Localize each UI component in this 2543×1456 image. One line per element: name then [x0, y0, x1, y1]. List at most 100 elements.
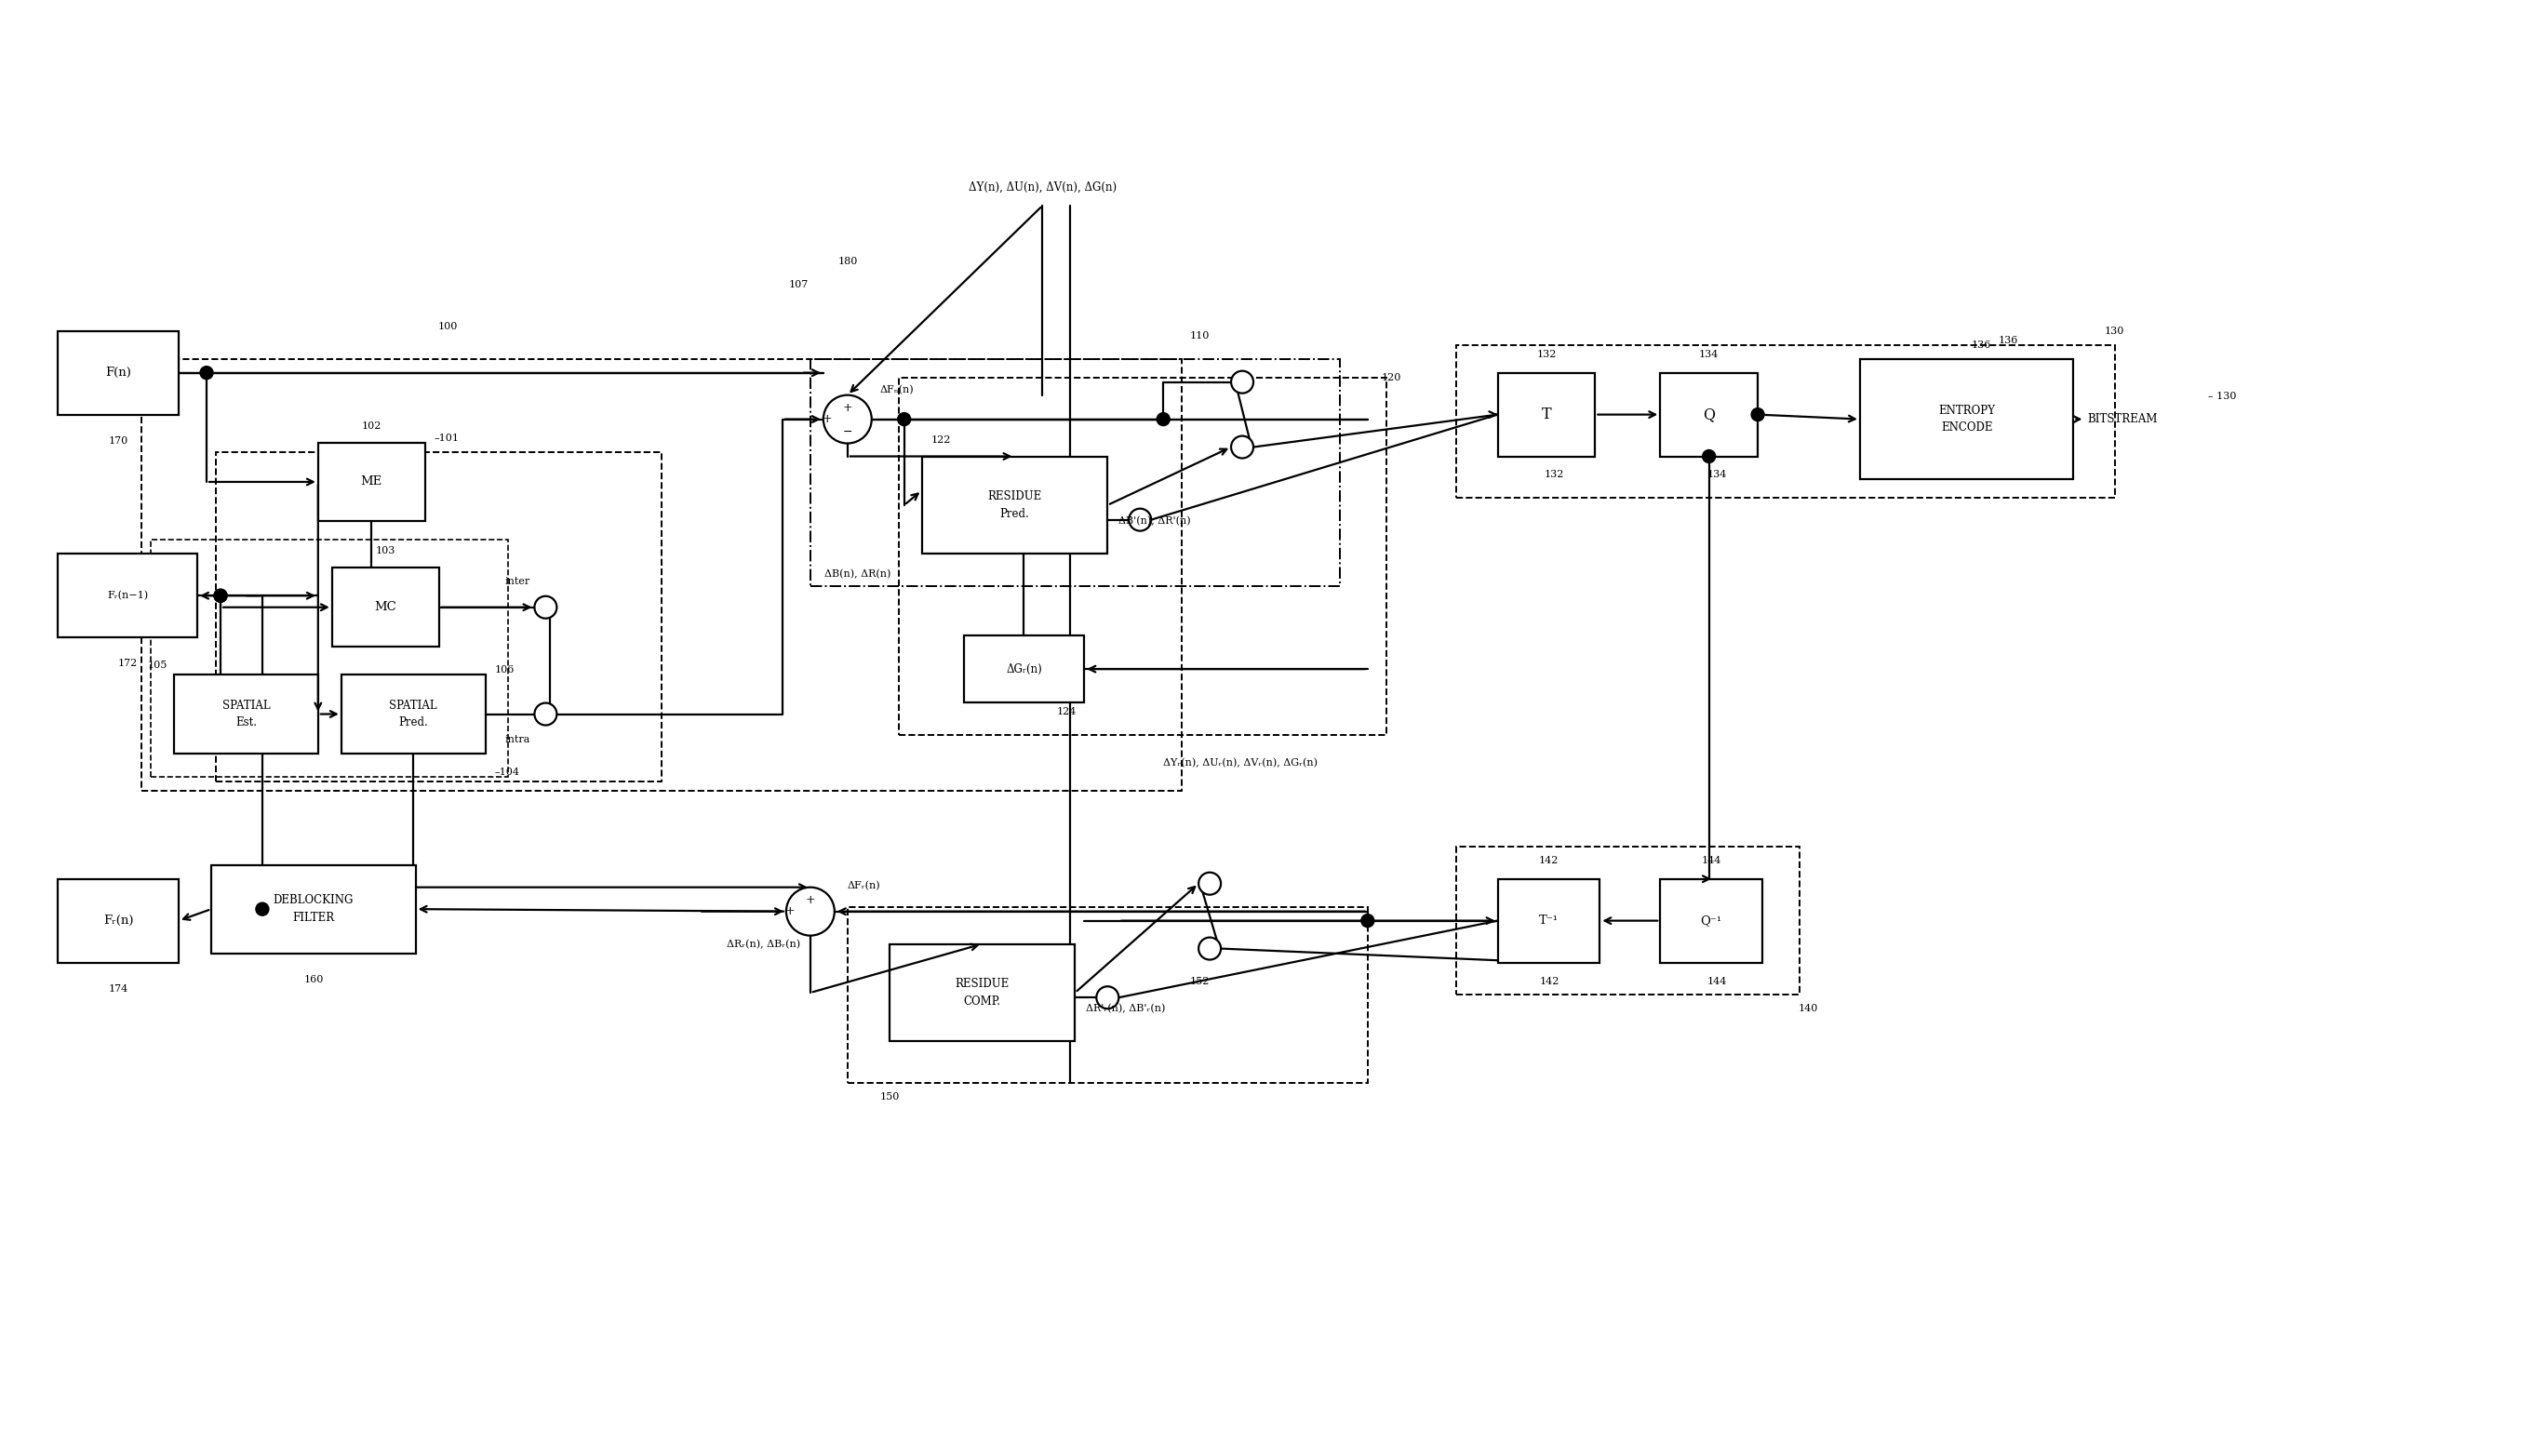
Circle shape [824, 395, 872, 444]
Circle shape [1231, 435, 1254, 459]
Circle shape [786, 887, 834, 936]
Text: COMP.: COMP. [964, 996, 1002, 1008]
Circle shape [257, 903, 270, 916]
Circle shape [1198, 938, 1221, 960]
Circle shape [1701, 450, 1717, 463]
Text: 110: 110 [1190, 331, 1210, 341]
Text: 140: 140 [1798, 1005, 1818, 1013]
Text: 103: 103 [376, 546, 394, 556]
Circle shape [1129, 508, 1152, 531]
Circle shape [1157, 412, 1170, 425]
Circle shape [214, 590, 226, 603]
Text: T: T [1541, 406, 1551, 422]
Text: 107: 107 [788, 280, 809, 290]
Circle shape [1231, 371, 1254, 393]
Circle shape [1096, 986, 1119, 1009]
Text: 174: 174 [109, 984, 127, 993]
Text: 130: 130 [2106, 326, 2123, 336]
FancyBboxPatch shape [341, 674, 486, 754]
Text: DEBLOCKING: DEBLOCKING [272, 894, 353, 907]
Circle shape [534, 596, 557, 619]
Text: RESIDUE: RESIDUE [956, 978, 1010, 990]
FancyBboxPatch shape [333, 568, 440, 646]
Text: SPATIAL: SPATIAL [221, 699, 270, 712]
Circle shape [1361, 914, 1373, 927]
Text: ΔFᵣ(n): ΔFᵣ(n) [847, 881, 880, 890]
Text: −: − [842, 427, 852, 438]
Text: ΔGᵣ(n): ΔGᵣ(n) [1007, 662, 1043, 676]
Text: +: + [806, 894, 816, 906]
Text: 136: 136 [1971, 341, 1991, 349]
Text: 172: 172 [117, 658, 137, 668]
FancyBboxPatch shape [1859, 358, 2073, 479]
Text: Fᵣ(n): Fᵣ(n) [104, 914, 132, 927]
Text: 120: 120 [1381, 373, 1401, 381]
Circle shape [1198, 872, 1221, 894]
FancyBboxPatch shape [1498, 373, 1594, 456]
Text: Q: Q [1704, 406, 1714, 422]
Text: ME: ME [361, 476, 381, 488]
Text: 122: 122 [931, 435, 951, 444]
Text: ΔB'(n), ΔR'(n): ΔB'(n), ΔR'(n) [1119, 517, 1190, 526]
FancyBboxPatch shape [58, 331, 178, 415]
Text: +: + [821, 414, 832, 425]
Text: 105: 105 [147, 661, 168, 670]
Text: Fᵣ(n−1): Fᵣ(n−1) [107, 591, 147, 600]
Text: 134: 134 [1699, 349, 1719, 358]
FancyBboxPatch shape [1661, 879, 1762, 962]
Text: ΔYᵣ(n), ΔUᵣ(n), ΔVᵣ(n), ΔGᵣ(n): ΔYᵣ(n), ΔUᵣ(n), ΔVᵣ(n), ΔGᵣ(n) [1162, 759, 1317, 767]
FancyBboxPatch shape [58, 879, 178, 962]
FancyBboxPatch shape [921, 456, 1109, 553]
Text: 170: 170 [109, 435, 127, 446]
Circle shape [1752, 408, 1765, 421]
Text: 144: 144 [1701, 856, 1722, 865]
Text: ΔY(n), ΔU(n), ΔV(n), ΔG(n): ΔY(n), ΔU(n), ΔV(n), ΔG(n) [969, 181, 1116, 194]
FancyBboxPatch shape [890, 943, 1076, 1041]
Circle shape [534, 703, 557, 725]
Text: 136: 136 [1999, 336, 2019, 345]
Text: Q⁻¹: Q⁻¹ [1701, 914, 1722, 927]
FancyBboxPatch shape [318, 443, 425, 521]
Text: 142: 142 [1539, 977, 1559, 986]
Text: ENTROPY: ENTROPY [1938, 405, 1996, 416]
FancyBboxPatch shape [1661, 373, 1757, 456]
Text: ΔR'ᵣ(n), ΔB'ᵣ(n): ΔR'ᵣ(n), ΔB'ᵣ(n) [1086, 1005, 1165, 1013]
Circle shape [898, 412, 910, 425]
Text: +: + [842, 402, 852, 414]
Text: Pred.: Pred. [399, 716, 427, 729]
Text: 132: 132 [1536, 349, 1556, 358]
FancyBboxPatch shape [1498, 879, 1600, 962]
Text: ΔFₙ(n): ΔFₙ(n) [880, 384, 913, 395]
Text: F(n): F(n) [104, 367, 132, 379]
Text: Est.: Est. [236, 716, 257, 729]
FancyBboxPatch shape [211, 865, 415, 954]
Text: –104: –104 [493, 767, 519, 776]
Text: Pred.: Pred. [999, 508, 1030, 520]
Text: RESIDUE: RESIDUE [987, 491, 1043, 502]
Text: 144: 144 [1706, 977, 1727, 986]
Text: ΔRᵣ(n), ΔBᵣ(n): ΔRᵣ(n), ΔBᵣ(n) [727, 939, 801, 949]
Text: ENCODE: ENCODE [1940, 422, 1994, 434]
FancyBboxPatch shape [173, 674, 318, 754]
Text: 134: 134 [1706, 470, 1727, 479]
Circle shape [214, 590, 226, 603]
Text: 180: 180 [839, 256, 857, 266]
Text: MC: MC [374, 601, 397, 613]
Text: SPATIAL: SPATIAL [389, 699, 437, 712]
Text: –101: –101 [435, 432, 460, 443]
Text: 102: 102 [361, 421, 381, 431]
Text: 152: 152 [1190, 977, 1210, 986]
Text: 124: 124 [1055, 708, 1076, 716]
Text: ΔB(n), ΔR(n): ΔB(n), ΔR(n) [824, 569, 890, 579]
Text: 142: 142 [1539, 856, 1559, 865]
Text: inter: inter [506, 577, 531, 585]
Text: +: + [786, 906, 796, 917]
Text: 100: 100 [437, 322, 458, 331]
Text: BITSTREAM: BITSTREAM [2088, 414, 2156, 425]
Text: 150: 150 [880, 1092, 900, 1102]
Circle shape [201, 367, 214, 379]
FancyBboxPatch shape [58, 553, 198, 638]
Text: 132: 132 [1544, 470, 1564, 479]
FancyBboxPatch shape [964, 636, 1083, 702]
Text: 160: 160 [303, 974, 323, 984]
